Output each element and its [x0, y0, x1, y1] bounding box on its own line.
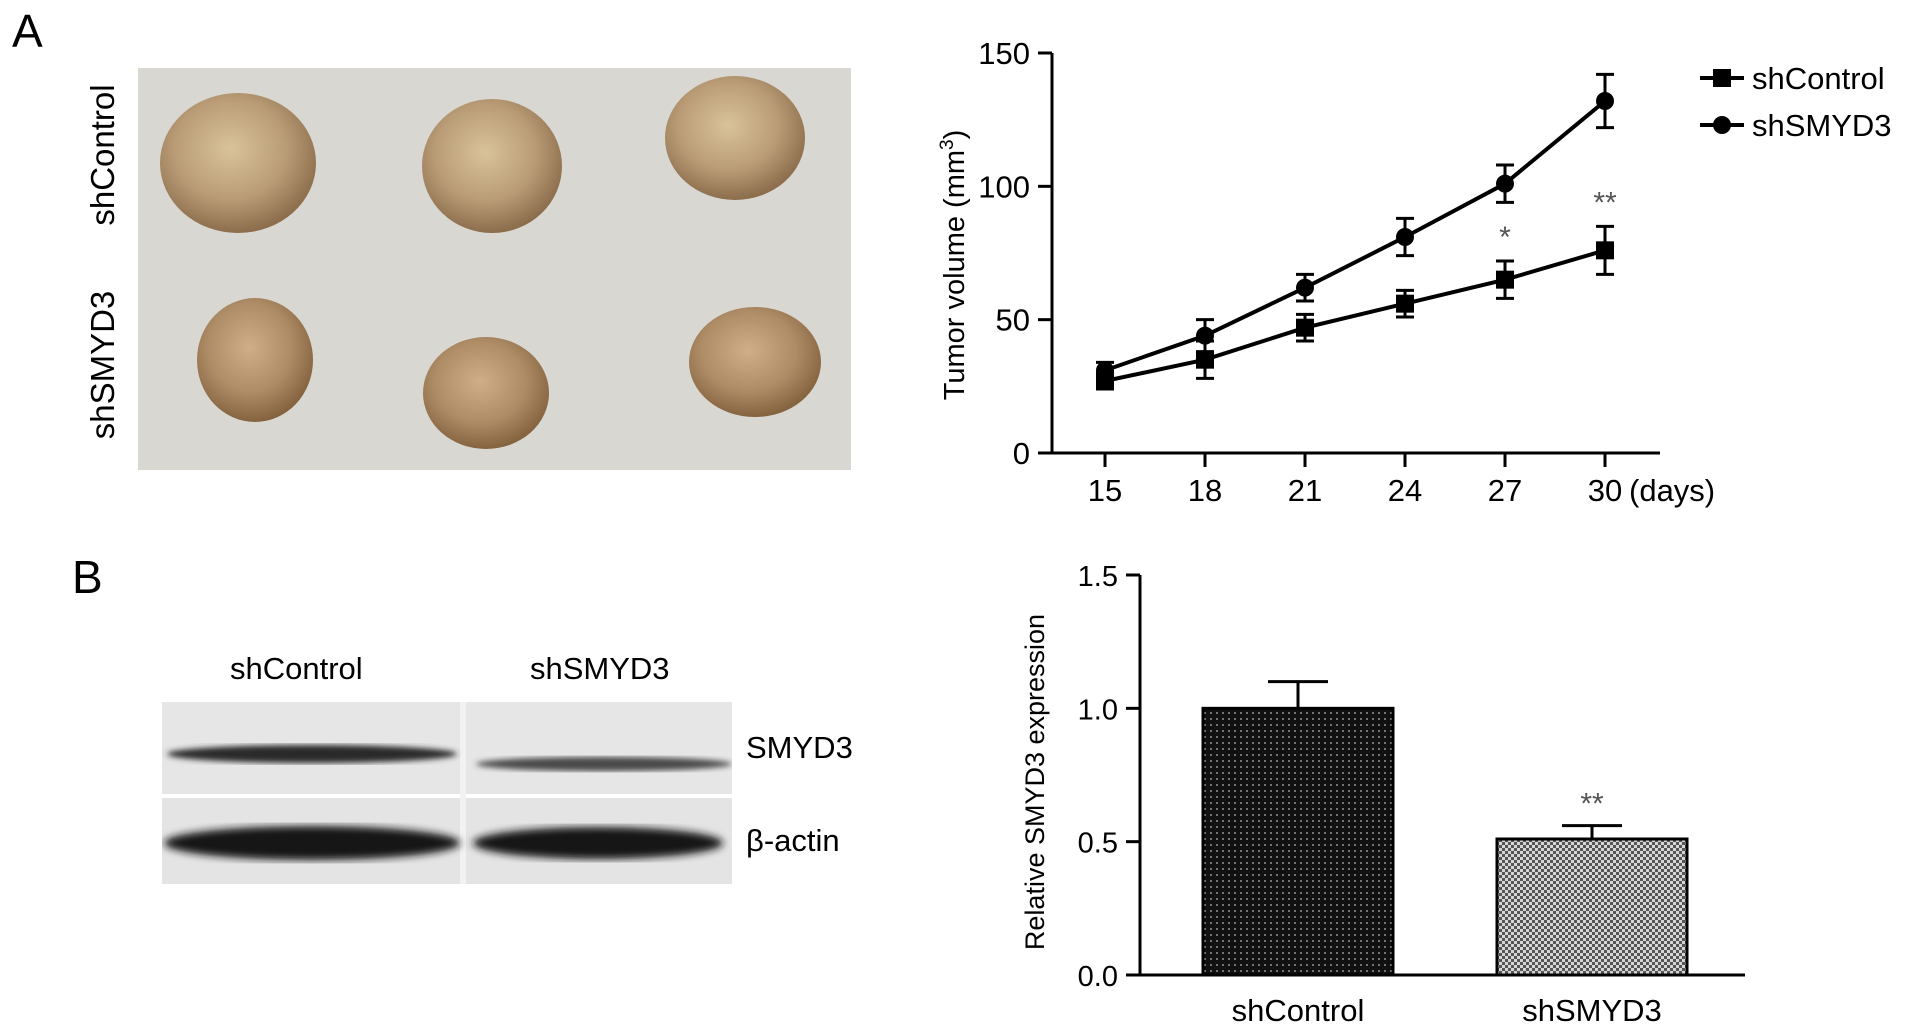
band-smyd3-shsmyd3: [476, 757, 732, 771]
significance-mark: **: [1593, 186, 1617, 219]
data-point-shcontrol: [1396, 294, 1414, 313]
data-point-shsmyd3: [1496, 174, 1514, 193]
data-point-shcontrol: [1196, 350, 1214, 369]
line-chart-x-tick-label: 15: [1088, 473, 1122, 508]
line-chart-x-tick-label: 18: [1188, 473, 1222, 508]
tumor-smyd3-2: [423, 337, 549, 449]
significance-mark: *: [1499, 221, 1511, 254]
legend-label-shsmyd3: shSMYD3: [1752, 108, 1892, 143]
data-point-shcontrol: [1296, 318, 1314, 337]
data-point-shsmyd3: [1096, 361, 1114, 380]
bar-chart-y-tick-label: 0.0: [1078, 961, 1118, 993]
blot-band-label-smyd3: SMYD3: [746, 730, 853, 765]
legend-label-shcontrol: shControl: [1752, 61, 1885, 96]
line-chart-x-unit-label: (days): [1629, 473, 1715, 508]
tumor-smyd3-3: [689, 307, 821, 417]
blot-band-label-actin: β-actin: [746, 823, 840, 858]
bar-significance-mark: **: [1580, 788, 1604, 821]
blot-lane-label-shcontrol: shControl: [230, 651, 363, 686]
line-chart-y-tick-label: 150: [978, 36, 1030, 71]
data-point-shsmyd3: [1596, 92, 1614, 110]
photo-row-label-shsmyd3: shSMYD3: [84, 290, 121, 440]
panel-letter-a: A: [12, 5, 43, 57]
line-chart-y-tick-label: 100: [978, 169, 1030, 204]
bar-chart-y-tick-label: 1.0: [1078, 694, 1118, 726]
data-point-shsmyd3: [1196, 326, 1214, 345]
tumor-smyd3-1: [197, 298, 313, 422]
bar-category-label-shsmyd3: shSMYD3: [1522, 993, 1662, 1028]
band-actin-shcontrol: [164, 826, 460, 860]
legend-marker-square: [1713, 69, 1731, 87]
bar-category-label-shcontrol: shControl: [1232, 993, 1365, 1028]
line-series-shcontrol: [1104, 248, 1606, 383]
line-chart-y-axis-label: Tumor volume (mm3): [937, 130, 971, 401]
tumor-photo: [138, 68, 851, 470]
western-blot-image: [162, 702, 732, 884]
band-smyd3-shcontrol: [167, 745, 457, 763]
bar-shsmyd3: [1495, 837, 1689, 977]
photo-row-label-shcontrol: shControl: [84, 84, 121, 226]
line-chart-y-tick-label: 0: [1013, 436, 1030, 471]
tumor-control-1: [160, 93, 316, 233]
smyd3-expression-bar-chart: 0.0 0.5 1.0 1.5 shControl shSMYD3 ** Relative…: [1020, 561, 1745, 1028]
line-chart-x-tick-label: 30: [1588, 473, 1622, 508]
bar-chart-y-tick-label: 0.5: [1078, 828, 1118, 860]
data-point-shcontrol: [1596, 241, 1614, 260]
line-chart-y-tick-label: 50: [996, 303, 1030, 338]
line-chart-x-tick-label: 24: [1388, 473, 1422, 508]
line-series-shsmyd3: [1104, 99, 1607, 373]
legend-marker-circle: [1713, 116, 1731, 134]
data-point-shsmyd3: [1396, 228, 1414, 246]
line-chart-x-tick-label: 21: [1288, 473, 1322, 508]
bar-chart-y-tick-label: 1.5: [1078, 561, 1118, 593]
bar-chart-y-axis-label: Relative SMYD3 expression: [1020, 614, 1050, 950]
tumor-control-2: [422, 99, 562, 233]
panel-letter-b: B: [72, 551, 103, 603]
band-actin-shsmyd3: [473, 827, 723, 859]
data-point-shsmyd3: [1296, 278, 1314, 297]
blot-lane-label-shsmyd3: shSMYD3: [530, 651, 670, 686]
line-chart-x-tick-label: 27: [1488, 473, 1522, 508]
bar-shcontrol: [1201, 706, 1395, 977]
tumor-control-3: [665, 76, 805, 200]
data-point-shcontrol: [1496, 270, 1514, 289]
